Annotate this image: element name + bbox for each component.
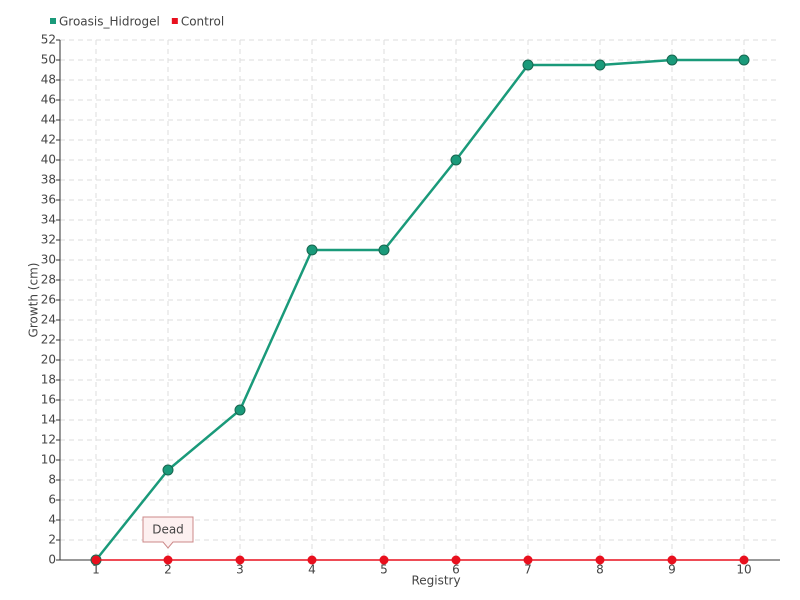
legend-label: Control [181,15,224,29]
legend-swatch [50,18,56,24]
y-tick-label: 32 [41,233,56,247]
data-point [522,59,534,71]
y-tick-label: 48 [41,73,56,87]
data-point [450,154,462,166]
y-tick-label: 18 [41,373,56,387]
x-tick-label: 6 [452,563,460,577]
data-point [667,555,677,565]
y-tick-label: 46 [41,93,56,107]
data-point [666,54,678,66]
y-tick-label: 6 [48,493,56,507]
data-point [378,244,390,256]
y-tick-label: 16 [41,393,56,407]
data-point [379,555,389,565]
x-tick-label: 7 [524,563,532,577]
y-tick-label: 44 [41,113,56,127]
annotation-text: Dead [152,523,184,537]
data-point [306,244,318,256]
y-tick-label: 40 [41,153,56,167]
data-point [91,555,101,565]
x-axis-label: Registry [411,574,460,588]
data-point [307,555,317,565]
y-tick-label: 24 [41,313,56,327]
y-tick-label: 22 [41,333,56,347]
y-tick-label: 20 [41,353,56,367]
x-tick-label: 2 [164,563,172,577]
data-point [523,555,533,565]
x-tick-label: 10 [736,563,751,577]
x-tick-label: 4 [308,563,316,577]
y-tick-label: 12 [41,433,56,447]
y-tick-label: 30 [41,253,56,267]
y-tick-label: 4 [48,513,56,527]
data-point [162,464,174,476]
x-tick-label: 3 [236,563,244,577]
data-point [594,59,606,71]
data-point [235,555,245,565]
x-tick-label: 8 [596,563,604,577]
y-tick-label: 2 [48,533,56,547]
data-point [234,404,246,416]
y-tick-label: 50 [41,53,56,67]
y-tick-label: 28 [41,273,56,287]
y-tick-label: 38 [41,173,56,187]
legend: Groasis_Hidrogel Control [50,15,224,29]
y-tick-label: 10 [41,453,56,467]
annotation: Dead [142,516,194,549]
data-point [163,555,173,565]
annotation-box [142,516,194,549]
y-tick-label: 36 [41,193,56,207]
y-tick-label: 8 [48,473,56,487]
data-point [738,54,750,66]
y-tick-label: 52 [41,33,56,47]
legend-label: Groasis_Hidrogel [59,15,160,29]
data-point [595,555,605,565]
y-tick-label: 14 [41,413,56,427]
data-point [739,555,749,565]
y-tick-label: 26 [41,293,56,307]
y-tick-label: 0 [48,553,56,567]
y-tick-label: 42 [41,133,56,147]
y-tick-label: 34 [41,213,56,227]
data-point [451,555,461,565]
x-tick-label: 5 [380,563,388,577]
legend-swatch [171,18,178,24]
x-tick-label: 9 [668,563,676,577]
y-axis-label: Growth (cm) [27,263,41,338]
series-line [95,58,744,561]
x-tick-label: 1 [92,563,100,577]
